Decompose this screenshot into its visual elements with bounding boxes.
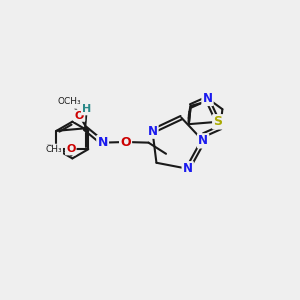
Text: CH₃: CH₃: [44, 144, 62, 154]
Text: O: O: [120, 136, 131, 148]
Text: N: N: [98, 136, 108, 149]
Text: OCH₃: OCH₃: [58, 97, 81, 106]
Text: O: O: [75, 111, 84, 121]
Text: N: N: [202, 92, 212, 105]
Text: H: H: [82, 104, 91, 114]
Text: N: N: [148, 125, 158, 138]
Text: CH₃: CH₃: [45, 145, 62, 154]
Text: N: N: [198, 134, 208, 147]
Text: CH₃: CH₃: [63, 98, 81, 108]
Text: O: O: [66, 144, 75, 154]
Text: N: N: [183, 162, 193, 175]
Text: S: S: [213, 115, 222, 128]
